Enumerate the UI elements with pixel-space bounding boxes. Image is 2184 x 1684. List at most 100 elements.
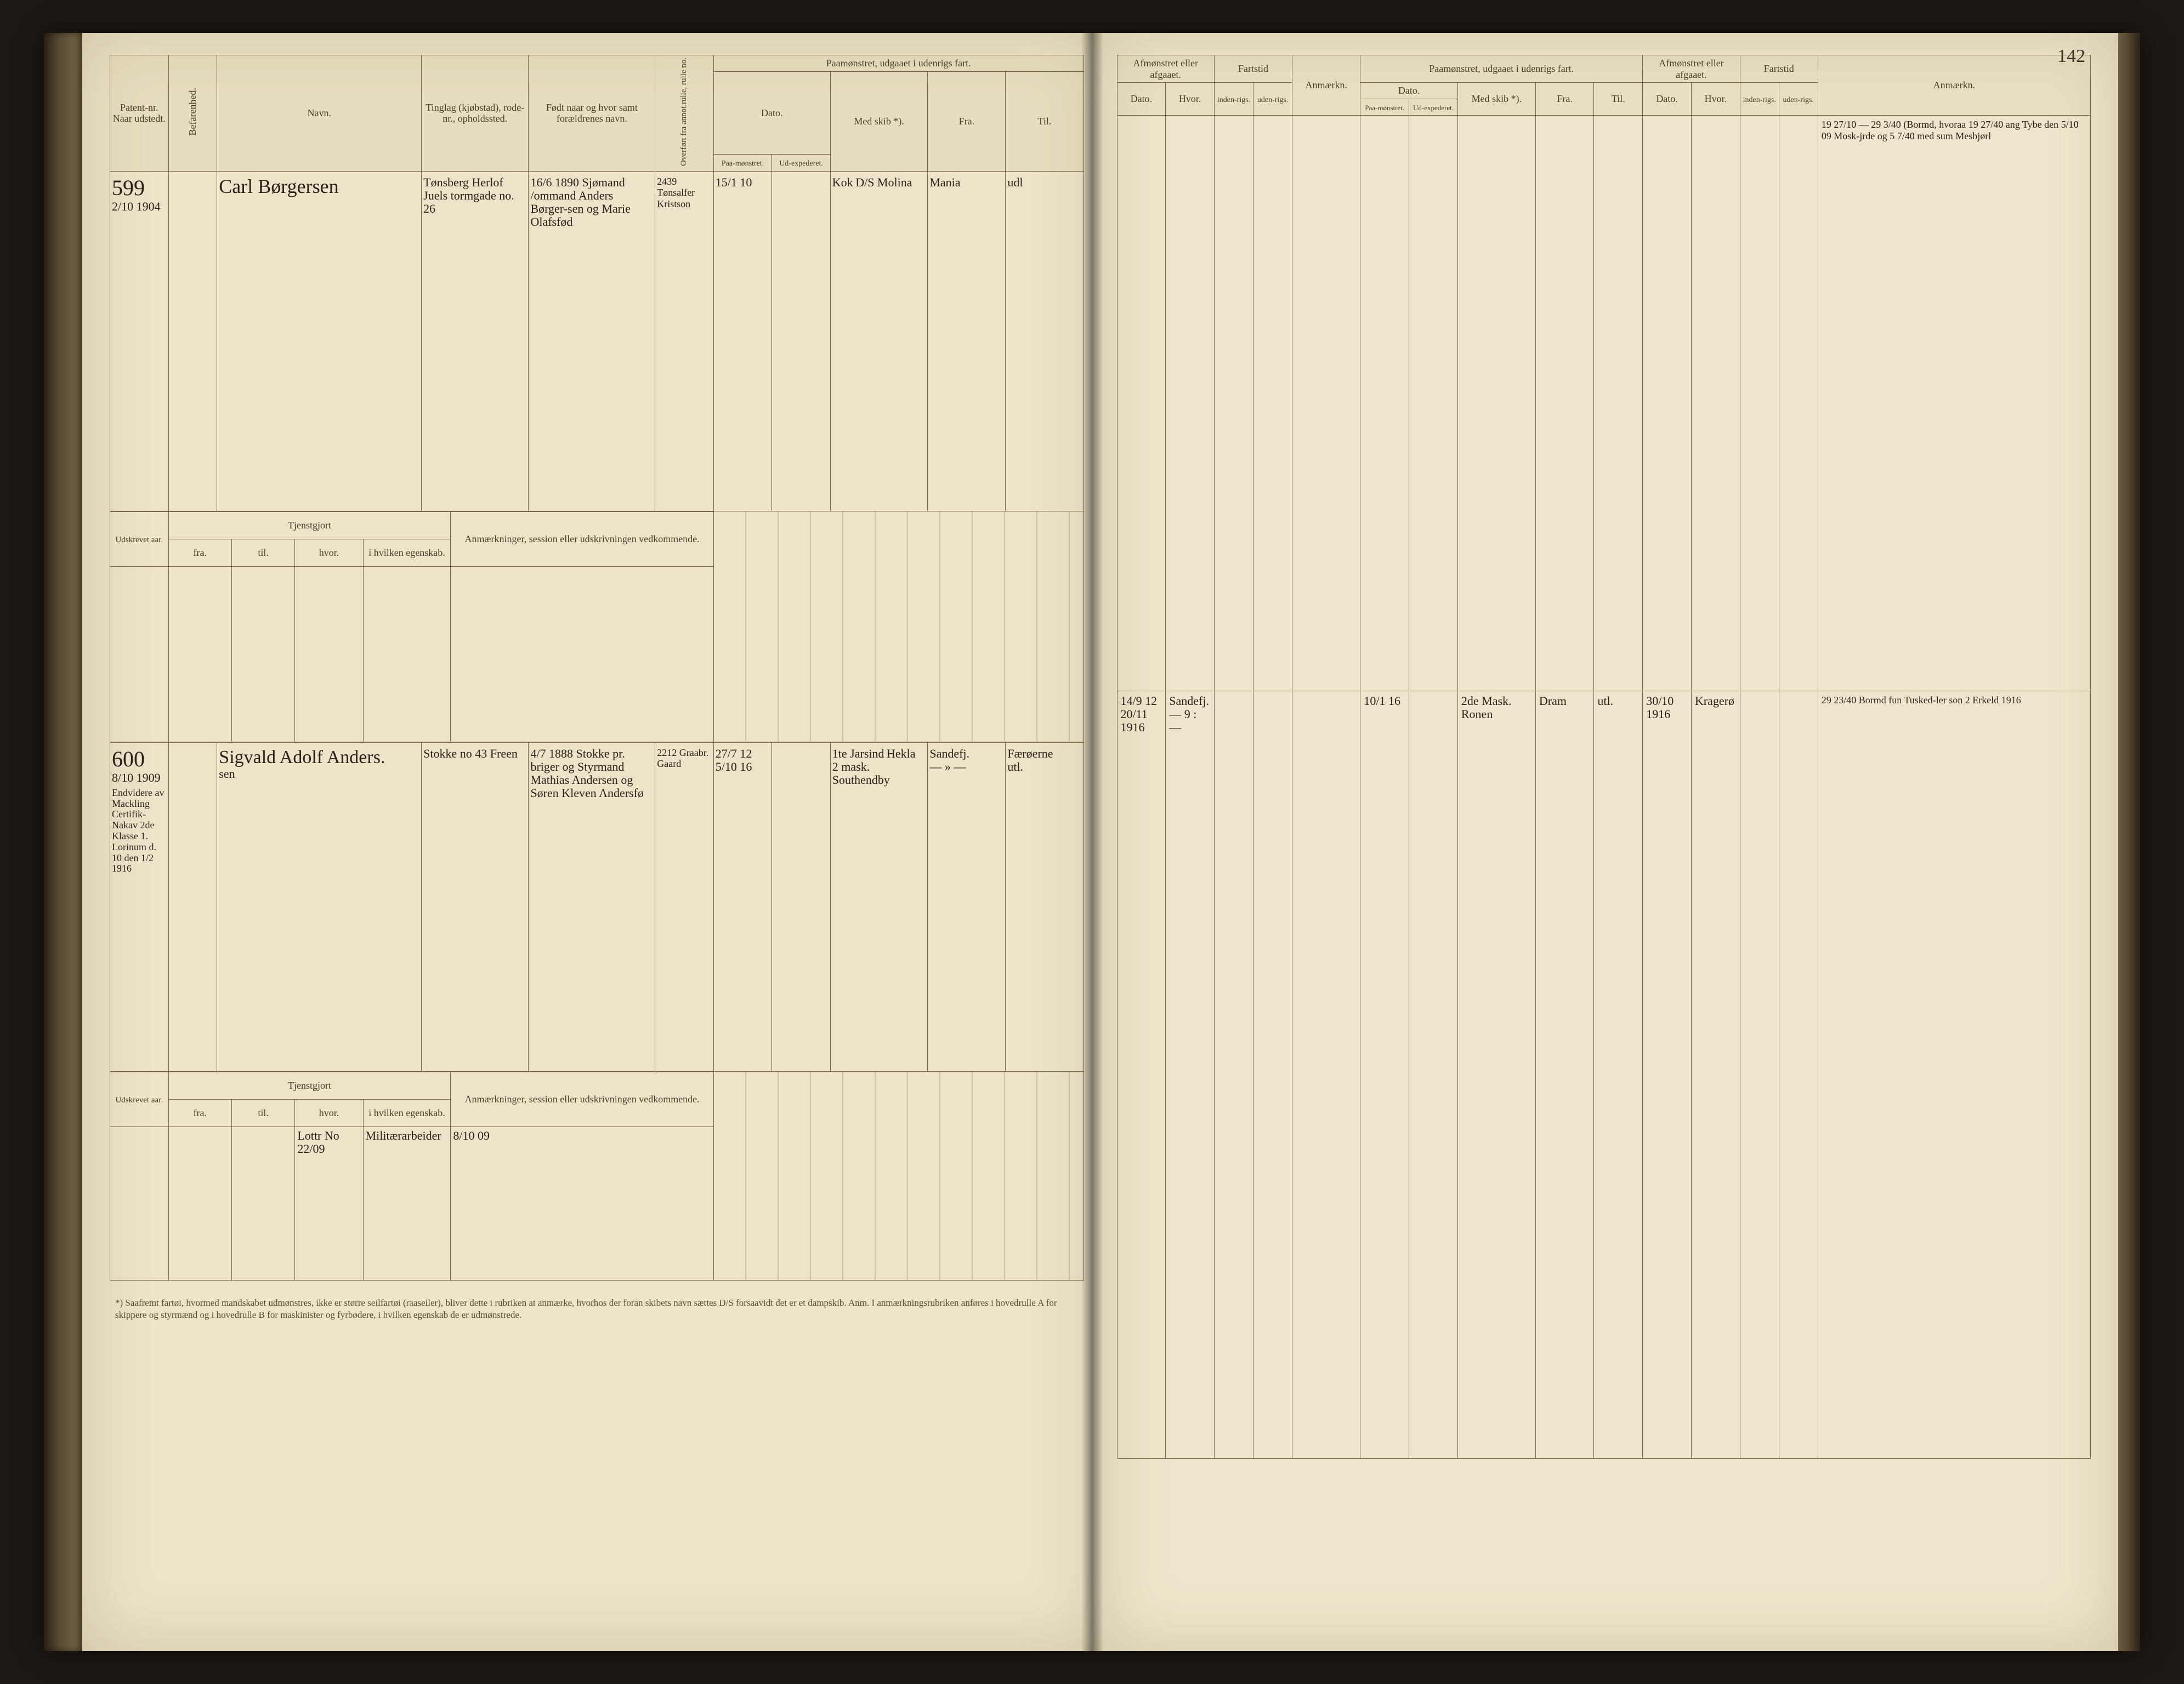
cell-over-599: 2439 Tønsalfer Kristson <box>655 171 714 511</box>
tj2-anm: Anmærkninger, session eller udskrivninge… <box>451 1072 713 1127</box>
tj-hvor: hvor. <box>295 539 363 566</box>
footnote: *) Saafremt fartøi, hvormed mandskabet u… <box>110 1297 1084 1321</box>
left-page: Patent-nr. Naar udstedt. Befarenhed. Nav… <box>82 33 1100 1651</box>
hdr-til: Til. <box>1006 71 1084 171</box>
tjenst-block-2: Udskrevet aar. Tjenstgjort Anmærkninger,… <box>110 1072 1084 1281</box>
r600-til: utl. <box>1594 691 1643 1458</box>
r600-pmdato: 10/1 16 <box>1360 691 1409 1458</box>
r599-14 <box>1779 115 1818 691</box>
r600-4 <box>1253 691 1292 1458</box>
rh-uden2: uden-rigs. <box>1779 83 1818 115</box>
cell-patent-600: 600 8/10 1909 Endvidere av Mackling Cert… <box>110 742 169 1071</box>
tj-title: Tjenstgjort <box>168 511 451 539</box>
book-right-edge <box>2118 33 2140 1651</box>
tj-anm: Anmærkninger, session eller udskrivninge… <box>451 511 713 566</box>
rh-fra: Fra. <box>1535 83 1594 115</box>
cell-fodt-599: 16/6 1890 Sjømand /ommand Anders Børger-… <box>529 171 655 511</box>
right-row-599: 19 27/10 — 29 3/40 (Bormd, hvoraa 19 27/… <box>1117 115 2091 691</box>
hdr-navn: Navn. <box>217 55 422 172</box>
hdr-fra: Fra. <box>928 71 1006 171</box>
cell-ting-599: Tønsberg Herlof Juels tormgade no. 26 <box>422 171 529 511</box>
tj2-c5: Militærarbeider <box>363 1127 451 1280</box>
rh-inden2: inden-rigs. <box>1740 83 1779 115</box>
rh-inden1: inden-rigs. <box>1215 83 1253 115</box>
tj2-c6: 8/10 09 <box>451 1127 713 1280</box>
entry-row-600: 600 8/10 1909 Endvidere av Mackling Cert… <box>110 742 1084 1071</box>
r600-7 <box>1409 691 1458 1458</box>
hdr-dato: Dato. <box>713 71 830 155</box>
left-header-table: Patent-nr. Naar udstedt. Befarenhed. Nav… <box>110 55 1084 511</box>
right-row-600: 14/9 12 20/11 1916 Sandefj. — 9 : — 10/1… <box>1117 691 2091 1458</box>
tj-udskrevet: Udskrevet aar. <box>110 511 169 566</box>
tj2-title: Tjenstgjort <box>168 1072 451 1099</box>
r600-dato: 14/9 12 20/11 1916 <box>1117 691 1166 1458</box>
cell-dato2-600 <box>772 742 831 1071</box>
entry-row-599: 599 2/10 1904 Carl Børgersen Tønsberg He… <box>110 171 1084 511</box>
right-header-table: Afmønstret eller afgaaet. Fartstid Anmær… <box>1117 55 2091 1459</box>
cell-fra-600: Sandefj. — » — <box>928 742 1006 1071</box>
rh-ue: Ud-expederet. <box>1409 99 1458 116</box>
hdr-patent: Patent-nr. Naar udstedt. <box>110 55 169 172</box>
rh-til: Til. <box>1594 83 1643 115</box>
tj2-udskrevet: Udskrevet aar. <box>110 1072 169 1127</box>
rh-dato3: Dato. <box>1643 83 1692 115</box>
hdr-overfort: Overført fra annot.rulle, rulle no. <box>655 55 714 172</box>
cell-bef-599 <box>168 171 217 511</box>
tj2-c2 <box>168 1127 231 1280</box>
r599-1 <box>1117 115 1166 691</box>
entry-600-table: 600 8/10 1909 Endvidere av Mackling Cert… <box>110 742 1084 1072</box>
cell-dato2-599 <box>772 171 831 511</box>
tj-tail-2 <box>713 1072 1084 1280</box>
r599-8 <box>1457 115 1535 691</box>
tj-tail-1 <box>713 511 1084 742</box>
tjenst-block-1: Udskrevet aar. Tjenstgjort Anmærkninger,… <box>110 511 1084 742</box>
r600-3 <box>1215 691 1253 1458</box>
hdr-befarenhed: Befarenhed. <box>168 55 217 172</box>
ledger-book: Patent-nr. Naar udstedt. Befarenhed. Nav… <box>44 33 2140 1651</box>
tj2-til: til. <box>231 1099 294 1127</box>
hdr-fodt: Født naar og hvor samt forældrenes navn. <box>529 55 655 172</box>
hdr-paamonstret: Paamønstret, udgaaet i udenrigs fart. <box>713 55 1084 72</box>
r599-anm: 19 27/10 — 29 3/40 (Bormd, hvoraa 19 27/… <box>1818 115 2090 691</box>
hdr-udexp-sub: Ud-expederet. <box>772 155 831 171</box>
r599-13 <box>1740 115 1779 691</box>
r600-afmdato: 30/10 1916 <box>1643 691 1692 1458</box>
rh-pm: Paa-mønstret. <box>1360 99 1409 116</box>
rh-hvor1: Hvor. <box>1166 83 1215 115</box>
tj1-c1 <box>110 566 169 742</box>
tj1-c3 <box>231 566 294 742</box>
r600-skib: 2de Mask. Ronen <box>1457 691 1535 1458</box>
tj2-c4: Lottr No 22/09 <box>295 1127 363 1280</box>
rh-fart1: Fartstid <box>1215 55 1292 83</box>
tj1-c6 <box>451 566 713 742</box>
r600-anm: 29 23/40 Bormd fun Tusked-ler son 2 Erke… <box>1818 691 2090 1458</box>
r600-13 <box>1740 691 1779 1458</box>
right-page: 142 Afmønstret eller afgaaet. Fartstid A… <box>1100 33 2119 1651</box>
tj2-fra: fra. <box>168 1099 231 1127</box>
cell-til-599: udl <box>1006 171 1084 511</box>
desk-surface: Patent-nr. Naar udstedt. Befarenhed. Nav… <box>0 0 2184 1684</box>
tj2-hvor: hvor. <box>295 1099 363 1127</box>
tj2-c1 <box>110 1127 169 1280</box>
page-number: 142 <box>2057 46 2085 67</box>
tj1-c2 <box>168 566 231 742</box>
rh-dato2: Dato. <box>1360 83 1458 99</box>
rh-skib: Med skib *). <box>1457 83 1535 115</box>
cell-patent-599: 599 2/10 1904 <box>110 171 169 511</box>
r599-9 <box>1535 115 1594 691</box>
r599-10 <box>1594 115 1643 691</box>
rh-uden1: uden-rigs. <box>1253 83 1292 115</box>
r599-5 <box>1292 115 1360 691</box>
hdr-paamon-sub: Paa-mønstret. <box>713 155 772 171</box>
hdr-tinglag: Tinglag (kjøbstad), rode-nr., opholdsste… <box>422 55 529 172</box>
rh-paam: Paamønstret, udgaaet i udenrigs fart. <box>1360 55 1643 83</box>
cell-ting-600: Stokke no 43 Freen <box>422 742 529 1071</box>
cell-fodt-600: 4/7 1888 Stokke pr. briger og Styrmand M… <box>529 742 655 1071</box>
r599-3 <box>1215 115 1253 691</box>
tj-egen: i hvilken egenskab. <box>363 539 451 566</box>
r599-7 <box>1409 115 1458 691</box>
cell-over-600: 2212 Graabr. Gaard <box>655 742 714 1071</box>
tj2-egen: i hvilken egenskab. <box>363 1099 451 1127</box>
tj-fra: fra. <box>168 539 231 566</box>
r600-fra: Dram <box>1535 691 1594 1458</box>
